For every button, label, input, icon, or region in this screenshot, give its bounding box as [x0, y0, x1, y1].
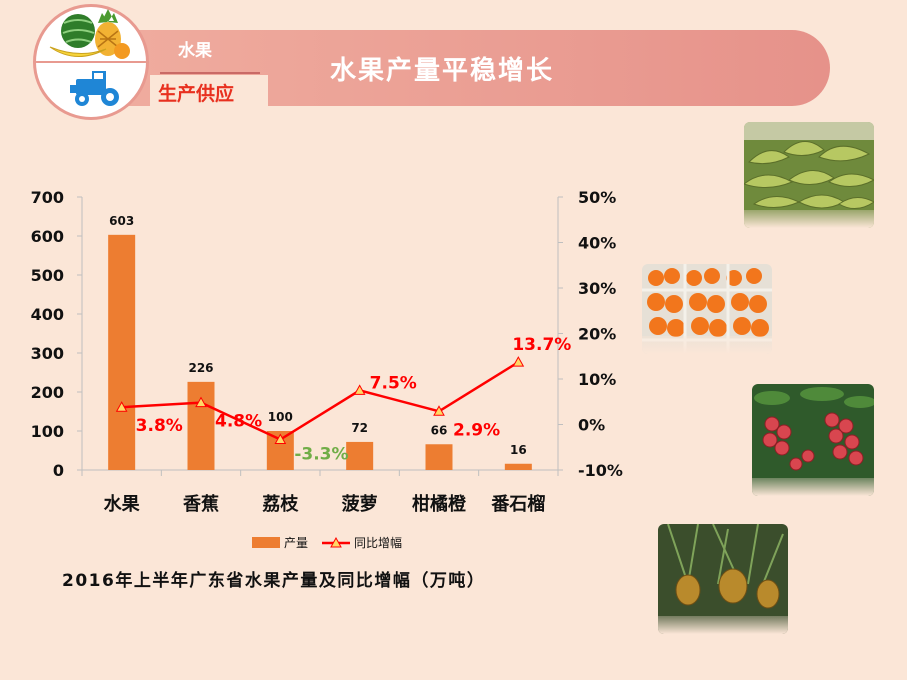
- bar: [346, 441, 374, 470]
- pineapple-photo: [658, 524, 788, 634]
- y-left-tick-label: 100: [31, 422, 64, 441]
- x-category-label: 荔枝: [262, 493, 299, 515]
- y-left-tick-label: 700: [31, 188, 64, 207]
- growth-marker: [353, 384, 366, 395]
- y-left-tick-label: 0: [53, 461, 64, 480]
- bar-data-label: 66: [431, 423, 448, 437]
- y-left-tick-label: 300: [31, 344, 64, 363]
- y-right-tick-label: -10%: [578, 461, 623, 480]
- growth-marker: [512, 356, 525, 367]
- category-label: 水果: [178, 41, 212, 61]
- growth-marker: [433, 405, 445, 416]
- legend-bar-swatch: [252, 537, 280, 548]
- growth-line: [121, 361, 519, 441]
- x-category-label: 菠萝: [342, 493, 378, 515]
- growth-data-label: -3.3%: [294, 445, 348, 465]
- lychee-photo: [752, 384, 874, 496]
- growth-data-label: 7.5%: [370, 373, 417, 393]
- fruit-logo-icon: [49, 9, 130, 106]
- x-category-label: 香蕉: [182, 494, 219, 515]
- orange-photo: [642, 264, 772, 354]
- bar-data-label: 226: [188, 361, 213, 375]
- growth-marker: [115, 401, 128, 412]
- growth-marker: [195, 396, 207, 408]
- x-category-label: 番石榴: [490, 493, 545, 515]
- x-category-label: 水果: [104, 493, 141, 515]
- bar: [108, 234, 136, 470]
- growth-data-label: 13.7%: [512, 335, 571, 355]
- y-right-tick-label: 30%: [578, 279, 616, 298]
- y-right-tick-label: 40%: [578, 234, 616, 253]
- growth-data-label: 2.9%: [453, 420, 500, 440]
- bar-data-label: 16: [510, 443, 527, 457]
- growth-data-label: 4.8%: [215, 412, 262, 432]
- bar-data-label: 603: [109, 214, 134, 228]
- chart-caption: 2016年上半年广东省水果产量及同比增幅（万吨）: [62, 571, 486, 591]
- page-title: 水果产量平稳增长: [330, 56, 555, 86]
- y-left-tick-label: 200: [31, 383, 64, 402]
- bar: [504, 463, 532, 470]
- y-left-tick-label: 400: [31, 305, 64, 324]
- growth-data-label: 3.8%: [136, 416, 183, 436]
- legend-bar-label: 产量: [284, 536, 308, 550]
- bar-data-label: 72: [351, 421, 368, 435]
- bar: [187, 381, 215, 470]
- y-right-tick-label: 20%: [578, 325, 616, 344]
- growth-marker: [274, 433, 287, 445]
- subcategory-box: [150, 75, 268, 109]
- y-left-tick-label: 500: [31, 266, 64, 285]
- subcategory-label: 生产供应: [158, 83, 235, 105]
- bar-data-label: 100: [268, 410, 293, 424]
- category-underline: [160, 72, 260, 74]
- banana-photo: [744, 122, 874, 228]
- legend-line-label: 同比增幅: [354, 535, 402, 550]
- fruit-logo: [33, 4, 149, 120]
- x-category-label: 柑橘橙: [412, 493, 467, 515]
- legend-line-marker: [330, 536, 342, 548]
- y-right-tick-label: 0%: [578, 416, 605, 435]
- y-left-tick-label: 600: [31, 227, 64, 246]
- y-right-tick-label: 10%: [578, 370, 616, 389]
- bar: [425, 444, 453, 470]
- y-right-tick-label: 50%: [578, 188, 616, 207]
